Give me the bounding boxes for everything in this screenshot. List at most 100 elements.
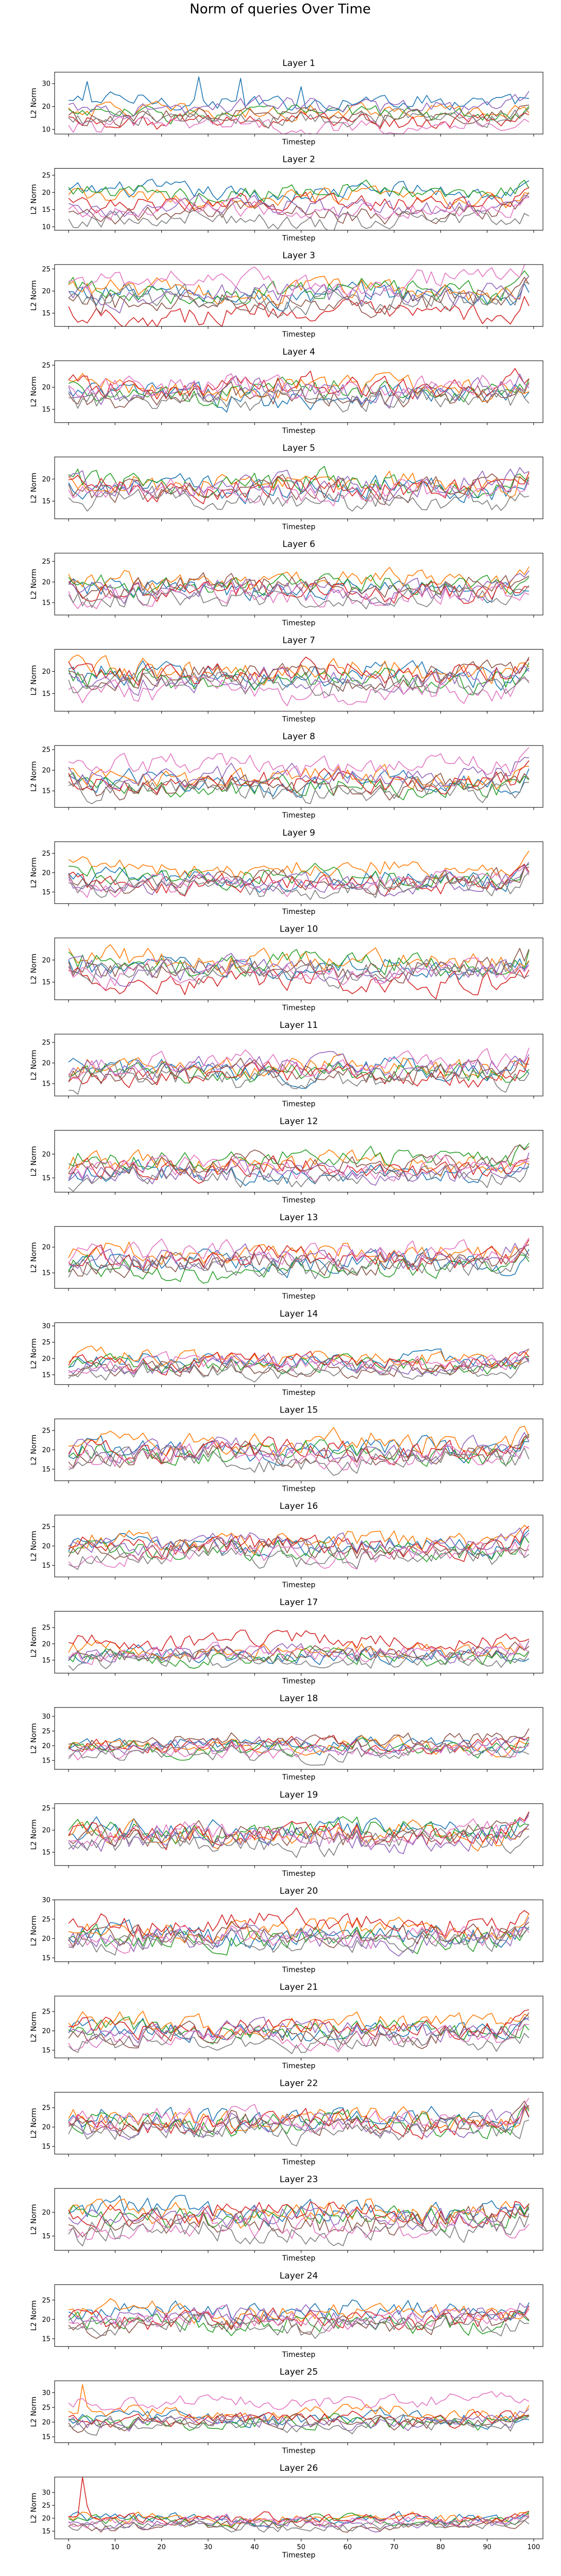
y-tick-label: 25	[42, 1727, 50, 1735]
series-line-8	[68, 1445, 530, 1476]
series-line-8	[68, 1544, 530, 1570]
series-line-3	[68, 573, 530, 599]
panel-title: Layer 25	[280, 2367, 318, 2377]
panel-6: Layer 6 15 20 25 Timestep L2 Norm	[30, 539, 543, 627]
series-line-3	[68, 2104, 530, 2139]
series-line-5	[69, 2105, 530, 2140]
y-tick-label: 20	[42, 2027, 50, 2035]
y-tick-label: 20	[42, 476, 50, 484]
series-line-4	[68, 187, 530, 213]
series-line-6	[68, 2012, 530, 2049]
y-tick-label: 30	[42, 2389, 50, 2397]
y-tick-label: 25	[42, 850, 50, 858]
y-tick-label: 25	[42, 2008, 50, 2016]
panel-title: Layer 1	[282, 58, 315, 69]
y-tick-label: 25	[42, 2297, 50, 2304]
series-line-7	[68, 1925, 530, 1954]
axes-frame	[54, 2188, 543, 2251]
series-group	[68, 2298, 530, 2339]
y-tick-label: 20	[42, 957, 50, 965]
series-line-7	[68, 2391, 530, 2411]
series-line-8	[68, 1163, 530, 1192]
series-line-4	[68, 1907, 530, 1937]
x-axis-label: Timestep	[282, 138, 316, 146]
series-line-6	[68, 771, 530, 801]
series-line-5	[69, 1243, 530, 1271]
x-axis-label: Timestep	[282, 2254, 316, 2263]
y-tick-label: 25	[42, 1916, 50, 1923]
axes-frame	[54, 2092, 543, 2155]
series-line-8	[68, 1650, 530, 1671]
axes-frame	[54, 1996, 543, 2058]
x-tick-label: 80	[436, 2544, 445, 2551]
y-axis-label: L2 Norm	[30, 761, 38, 792]
y-axis-label: L2 Norm	[30, 1242, 38, 1273]
panel-3: Layer 3 15 20 25 Timestep L2 Norm	[30, 251, 543, 339]
panel-title: Layer 18	[280, 1693, 318, 1704]
series-line-3	[68, 104, 530, 125]
y-tick-label: 20	[42, 189, 50, 197]
series-line-6	[68, 866, 530, 895]
y-tick-label: 30	[42, 2489, 50, 2497]
panel-title: Layer 14	[280, 1309, 318, 1319]
panel-title: Layer 3	[282, 251, 315, 261]
series-line-7	[68, 373, 530, 400]
y-tick-label: 20	[42, 1935, 50, 1943]
series-group	[68, 76, 530, 134]
series-group	[68, 1237, 530, 1284]
y-tick-label: 30	[42, 1897, 50, 1904]
series-line-8	[68, 2029, 530, 2054]
y-tick-label: 15	[42, 1954, 50, 1962]
series-line-5	[68, 2514, 530, 2533]
series-line-7	[68, 2304, 530, 2332]
series-line-7	[69, 264, 525, 297]
series-group	[68, 1907, 530, 1957]
series-line-3	[68, 179, 530, 206]
series-line-8	[68, 2213, 530, 2247]
figure-title: Norm of queries Over Time	[190, 2, 371, 17]
series-line-8	[68, 872, 530, 900]
y-tick-label: 15	[42, 690, 50, 698]
y-tick-label: 20	[42, 1742, 50, 1750]
y-tick-label: 20	[42, 2209, 50, 2217]
series-line-1	[69, 280, 530, 312]
series-line-6	[68, 381, 530, 409]
series-line-5	[68, 1152, 530, 1186]
series-line-5	[69, 570, 530, 606]
y-tick-label: 25	[42, 2404, 50, 2412]
series-line-8	[68, 2414, 530, 2436]
axes-frame	[54, 2380, 543, 2443]
axes-frame	[54, 553, 543, 616]
series-line-6	[68, 105, 529, 127]
x-tick-label: 20	[157, 2544, 166, 2551]
y-tick-label: 20	[42, 2316, 50, 2324]
y-tick-label: 25	[42, 1624, 50, 1632]
series-line-1	[68, 1530, 530, 1559]
series-line-3	[68, 1060, 530, 1084]
panel-13: Layer 13 15 20 Timestep L2 Norm	[30, 1212, 543, 1301]
series-line-4	[68, 967, 530, 1000]
series-group	[68, 2477, 530, 2533]
y-axis-label: L2 Norm	[30, 473, 38, 503]
panel-21: Layer 21 15 20 25 Timestep L2 Norm	[30, 1982, 543, 2070]
series-line-3	[68, 1737, 530, 1761]
x-axis-label: Timestep	[282, 1966, 316, 1974]
series-line-2	[68, 1425, 530, 1457]
axes-frame	[54, 168, 543, 231]
y-tick-label: 15	[42, 1657, 50, 1665]
y-axis-label: L2 Norm	[30, 665, 38, 695]
series-line-8	[68, 669, 530, 696]
y-tick-label: 25	[42, 2104, 50, 2112]
y-axis-label: L2 Norm	[30, 1723, 38, 1754]
series-line-7	[68, 957, 530, 990]
panel-9: Layer 9 15 20 25 Timestep L2 Norm	[30, 828, 543, 916]
series-line-2	[68, 1735, 529, 1758]
series-line-2	[68, 944, 530, 975]
panel-11: Layer 11 15 20 25 Timestep L2 Norm	[30, 1020, 543, 1108]
x-axis-label: Timestep	[282, 1677, 316, 1686]
series-line-6	[68, 2204, 530, 2237]
y-tick-label: 15	[42, 600, 50, 607]
y-tick-label: 20	[42, 869, 50, 877]
series-group	[68, 1143, 530, 1192]
y-tick-label: 20	[42, 103, 50, 111]
